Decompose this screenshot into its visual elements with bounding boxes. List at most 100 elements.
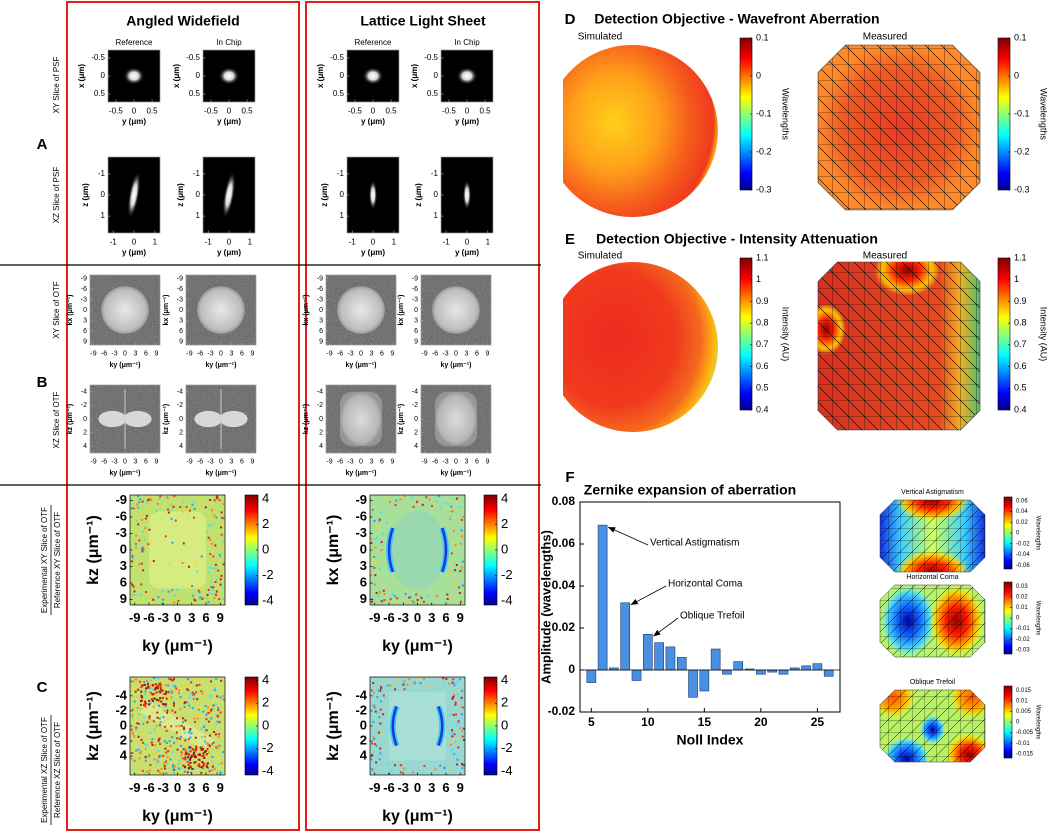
speckle [172, 766, 175, 769]
speckle [373, 738, 376, 741]
speckle [159, 684, 162, 687]
x-axis-label: ky (μm⁻¹) [206, 362, 237, 369]
speckle [202, 752, 205, 755]
annotation: Horizontal Coma [668, 579, 743, 590]
colorbar-tick-label: 0.8 [1014, 318, 1027, 328]
bar [597, 524, 608, 671]
speckle [422, 600, 425, 603]
speckle [171, 679, 174, 682]
colorbar-tick-label: -0.01 [1016, 741, 1030, 747]
speckle [201, 745, 204, 748]
y-tick-label: 9 [414, 338, 418, 345]
speckle [206, 747, 209, 750]
speckle [144, 591, 147, 594]
y-tick-label: 1 [196, 211, 201, 220]
speckle [157, 699, 160, 702]
speckle [443, 684, 446, 687]
speckle [173, 768, 176, 771]
colorbar-tick-label: 0.03 [1016, 584, 1028, 590]
speckle [397, 677, 400, 680]
colorbar-tick-label: -4 [262, 593, 274, 608]
y-tick-label: 4 [360, 748, 368, 763]
speckle [457, 721, 460, 724]
speckle [459, 600, 462, 603]
speckle [137, 688, 140, 691]
speckle [213, 514, 216, 517]
speckle [458, 678, 461, 681]
speckle [170, 691, 173, 694]
y-tick-label: -1 [337, 169, 345, 178]
speckle [144, 743, 147, 746]
y-tick-label: -2 [355, 702, 367, 717]
speckle [460, 529, 463, 532]
x-tick-label: -0.5 [204, 107, 218, 116]
otf-support [340, 391, 382, 447]
speckle [408, 601, 411, 604]
speckle [169, 758, 172, 761]
x-tick-label: -6 [197, 350, 203, 357]
y-tick-label: 2 [360, 733, 367, 748]
speckle [450, 570, 453, 573]
speckle [455, 497, 458, 500]
speckle [207, 600, 210, 603]
speckle [132, 759, 135, 762]
speckle [179, 735, 182, 738]
speckle [153, 697, 156, 700]
speckle [219, 711, 222, 714]
y-tick-label: 1 [101, 211, 106, 220]
speckle [161, 598, 164, 601]
speckle [149, 702, 152, 705]
speckle [145, 514, 148, 517]
speckle [185, 751, 188, 754]
speckle [184, 719, 187, 722]
x-tick-label: -9 [186, 350, 192, 357]
speckle [378, 758, 381, 761]
y-tick-label: -3 [81, 296, 87, 303]
colorbar-tick-label: 0.8 [756, 318, 769, 328]
speckle [205, 713, 208, 716]
x-tick-label: 6 [475, 350, 479, 357]
bar [688, 669, 698, 698]
speckle [380, 685, 383, 688]
x-tick-label: 9 [486, 458, 490, 465]
speckle [156, 711, 159, 714]
colorbar-tick-label: 0 [1014, 70, 1019, 80]
speckle [139, 703, 142, 706]
y-tick-label: 3 [120, 558, 127, 573]
y-tick-label: 4 [319, 443, 323, 450]
speckle [144, 759, 147, 762]
speckle [216, 720, 219, 723]
y-tick-label: -4 [355, 687, 367, 702]
speckle [184, 748, 187, 751]
speckle [142, 741, 145, 744]
speckle [164, 683, 167, 686]
y-tick-label: 9 [83, 338, 87, 345]
colorbar-tick-label: 0.04 [1016, 509, 1028, 515]
speckle [373, 704, 376, 707]
speckle [144, 690, 147, 693]
y-axis-label: x (μm) [77, 64, 86, 88]
speckle [146, 682, 149, 685]
psf-spot [368, 179, 378, 211]
speckle [166, 709, 169, 712]
psf-spot [222, 171, 236, 219]
x-tick-label: 0 [414, 610, 421, 625]
speckle [181, 757, 184, 760]
x-axis-label: ky (μm⁻¹) [346, 362, 377, 369]
speckle [165, 703, 168, 706]
speckle [219, 526, 222, 529]
speckle [145, 687, 148, 690]
y-tick-label: 0.04 [552, 578, 576, 592]
speckle [437, 495, 440, 498]
x-tick-label: 0 [227, 107, 232, 116]
speckle [379, 689, 382, 692]
speckle [449, 518, 452, 521]
speckle [210, 542, 213, 545]
speckle [202, 748, 205, 751]
speckle [187, 689, 190, 692]
y-tick-label: 4 [83, 443, 87, 450]
speckle [373, 741, 376, 744]
speckle [458, 591, 461, 594]
speckle [215, 590, 218, 593]
speckle [409, 596, 412, 599]
